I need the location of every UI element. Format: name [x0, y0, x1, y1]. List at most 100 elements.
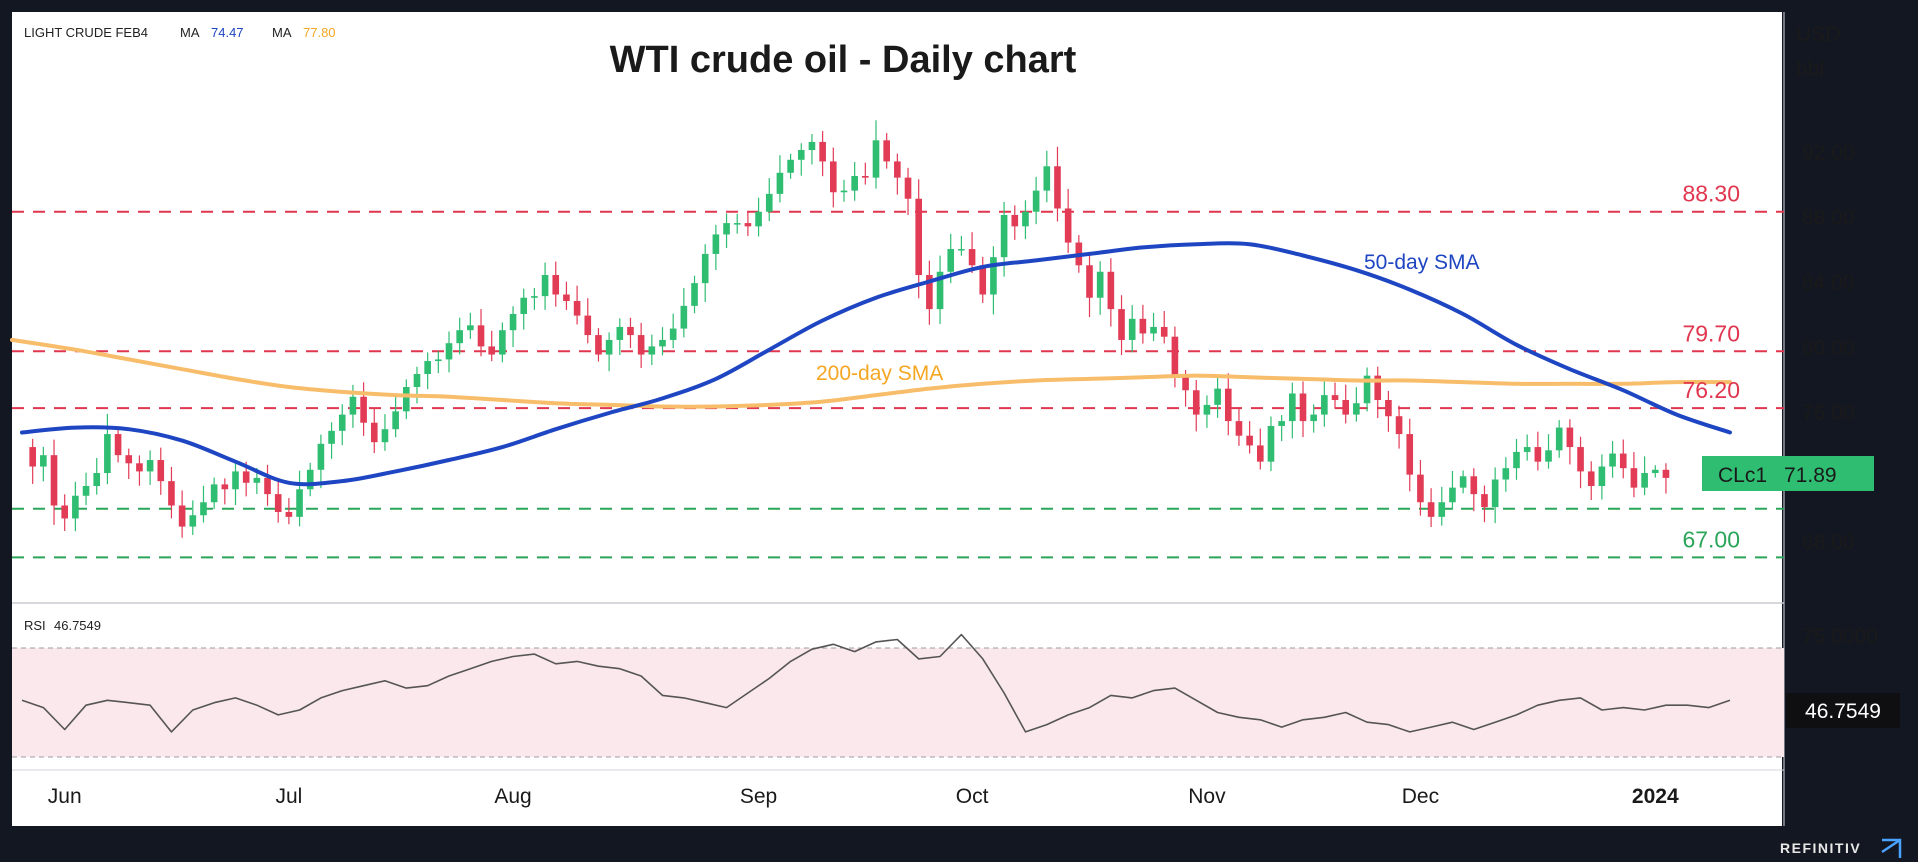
candle-body: [29, 447, 36, 467]
sma50-label: 50-day SMA: [1364, 251, 1480, 274]
candle-body: [242, 471, 250, 483]
candle-body: [1224, 388, 1232, 422]
candle-body: [338, 414, 346, 431]
candle-body: [1502, 468, 1510, 480]
level-label: 67.00: [1682, 526, 1740, 552]
candle-body: [1139, 318, 1147, 334]
candle-body: [936, 271, 944, 310]
time-axis-label: Nov: [1188, 785, 1226, 808]
candle-body: [232, 471, 239, 490]
candle-body: [1246, 435, 1253, 446]
candle-body: [413, 374, 421, 388]
candle-body: [862, 176, 869, 178]
candle-body: [467, 325, 474, 331]
candle-body: [1449, 487, 1456, 503]
candle-body: [1577, 447, 1584, 472]
candle-body: [1107, 271, 1115, 310]
sma50-line: [20, 241, 1732, 487]
last-price-symbol: CLc1: [1718, 464, 1767, 487]
price-axis-ticks: 92.00 88.00 84.00 80.00 76.00 68.00: [1802, 142, 1855, 555]
candlesticks: [29, 120, 1670, 538]
candle-body: [1064, 208, 1072, 243]
candle-body: [1256, 445, 1264, 462]
candle-body: [328, 430, 335, 444]
refinitiv-logo-icon: [1881, 838, 1902, 858]
candle-body: [1128, 318, 1136, 340]
candle-body: [627, 326, 634, 336]
candle-body: [125, 455, 133, 464]
candle-body: [40, 455, 47, 467]
candle-body: [1000, 214, 1008, 258]
candle-body: [1587, 471, 1595, 487]
unit-label-barrel: bbl: [1796, 58, 1824, 81]
last-price-marker: [1702, 456, 1874, 491]
candle-body: [659, 339, 666, 347]
candle-body: [1171, 336, 1179, 378]
candle-body: [637, 335, 645, 355]
candle-body: [424, 361, 431, 375]
candle-body: [787, 159, 794, 173]
candle-body: [1299, 393, 1307, 422]
candle-body: [1513, 451, 1520, 469]
unit-label-currency: USD: [1796, 23, 1840, 46]
candle-body: [104, 434, 111, 474]
candle-body: [221, 484, 229, 490]
candle-body: [1118, 309, 1125, 340]
candle-body: [979, 265, 987, 295]
candle-body: [1278, 421, 1285, 426]
candle-body: [926, 275, 933, 310]
candle-body: [1267, 425, 1275, 462]
candle-body: [669, 328, 677, 340]
candle-body: [883, 140, 890, 162]
candle-body: [296, 489, 303, 517]
candle-body: [723, 223, 730, 235]
candle-body: [210, 484, 218, 503]
candle-body: [680, 305, 688, 329]
price-tick-label: 80.00: [1802, 336, 1855, 359]
candle-body: [1160, 326, 1168, 337]
level-labels: 88.30 79.70 76.20 67.00: [1682, 181, 1740, 553]
time-axis-label: Dec: [1402, 785, 1439, 808]
candle-body: [392, 411, 399, 430]
candle-body: [1406, 434, 1414, 475]
candle-body: [1534, 447, 1542, 462]
time-axis-label: Oct: [956, 785, 989, 808]
candle-body: [1214, 388, 1221, 405]
candle-body: [264, 477, 271, 495]
candle-body: [829, 161, 837, 193]
candle-body: [168, 481, 175, 506]
candle-body: [72, 495, 79, 519]
candle-body: [435, 359, 442, 362]
price-tick-label: 76.00: [1802, 401, 1855, 424]
candle-body: [1619, 453, 1627, 469]
candle-body: [1470, 476, 1478, 495]
candle-body: [1523, 447, 1531, 452]
rsi-value-marker: [1786, 693, 1900, 728]
candle-body: [776, 172, 784, 194]
candle-body: [477, 325, 485, 347]
time-axis-label: Aug: [494, 785, 531, 808]
candle-body: [1363, 375, 1371, 404]
candle-body: [563, 294, 570, 301]
candle-body: [701, 253, 709, 284]
candle-body: [1054, 166, 1061, 209]
candle-body: [1651, 469, 1659, 474]
candle-body: [1086, 265, 1093, 298]
candle-body: [872, 140, 880, 178]
candle-body: [1310, 414, 1317, 422]
candle-body: [541, 275, 549, 297]
candle-body: [552, 275, 560, 295]
candle-body: [819, 141, 826, 162]
time-axis-labels: Jun Jul Aug Sep Oct Nov Dec 2024: [48, 785, 1679, 808]
candle-body: [82, 486, 90, 496]
price-tick-label: 68.00: [1802, 531, 1855, 554]
last-price-value: 71.89: [1784, 464, 1837, 487]
candle-body: [274, 494, 282, 512]
candle-body: [1321, 395, 1328, 415]
rsi-value-label: 46.7549: [1805, 700, 1881, 723]
candle-body: [445, 343, 453, 360]
candle-body: [1096, 271, 1104, 298]
candle-body: [1459, 476, 1467, 488]
candle-body: [360, 396, 367, 423]
candle-body: [370, 422, 378, 443]
